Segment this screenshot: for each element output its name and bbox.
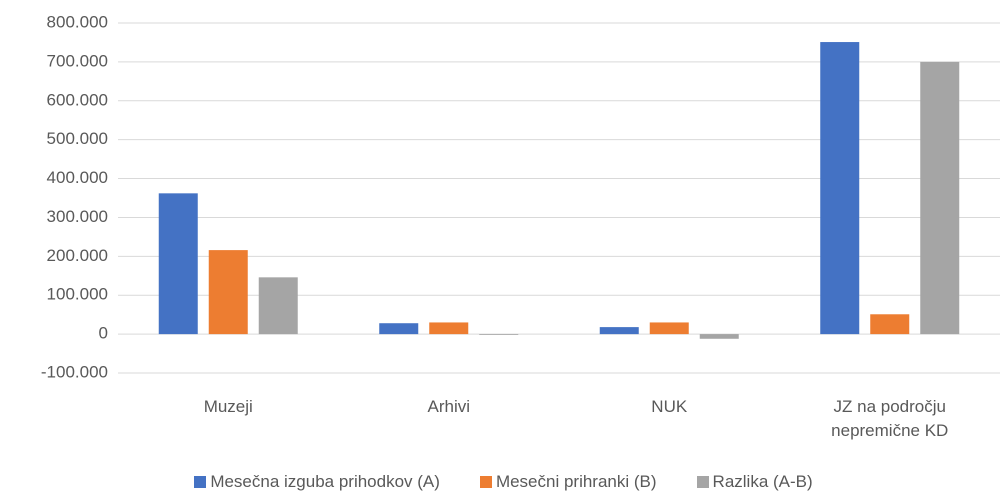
bar — [429, 322, 469, 335]
legend-item: Mesečna izguba prihodkov (A) — [194, 472, 440, 492]
legend-swatch — [194, 476, 207, 488]
y-tick-label: 400.000 — [47, 168, 108, 187]
legend-label: Mesečni prihranki (B) — [495, 472, 657, 491]
y-tick-label: 300.000 — [47, 207, 108, 226]
legend-swatch — [696, 476, 709, 488]
bar — [158, 193, 198, 335]
x-tick-label: JZ na področju nepremične KD — [831, 397, 949, 440]
y-tick-label: 200.000 — [47, 246, 108, 265]
bar — [258, 277, 298, 335]
legend-label: Mesečna izguba prihodkov (A) — [210, 472, 440, 491]
bar — [699, 334, 739, 339]
bar — [379, 323, 419, 335]
legend-item: Mesečni prihranki (B) — [479, 472, 657, 492]
y-tick-label: 600.000 — [47, 90, 108, 109]
x-tick-label: Arhivi — [427, 397, 470, 416]
bar — [820, 42, 860, 335]
y-tick-label: 0 — [99, 324, 108, 343]
bar — [479, 334, 519, 335]
bar — [208, 250, 248, 335]
bar — [599, 327, 639, 335]
y-tick-label: 700.000 — [47, 51, 108, 70]
legend-swatch — [479, 476, 492, 488]
y-tick-label: 800.000 — [47, 12, 108, 31]
y-tick-label: -100.000 — [41, 362, 108, 381]
bar — [649, 322, 689, 335]
x-tick-label: Muzeji — [203, 397, 253, 416]
y-tick-label: 100.000 — [47, 285, 108, 304]
bar — [870, 314, 910, 335]
legend: Mesečna izguba prihodkov (A) Mesečni prih… — [0, 472, 1007, 492]
bar — [920, 61, 960, 335]
legend-item: Razlika (A-B) — [696, 472, 813, 492]
y-tick-label: 500.000 — [47, 129, 108, 148]
legend-label: Razlika (A-B) — [712, 472, 813, 491]
x-tick-label: NUK — [651, 397, 688, 416]
